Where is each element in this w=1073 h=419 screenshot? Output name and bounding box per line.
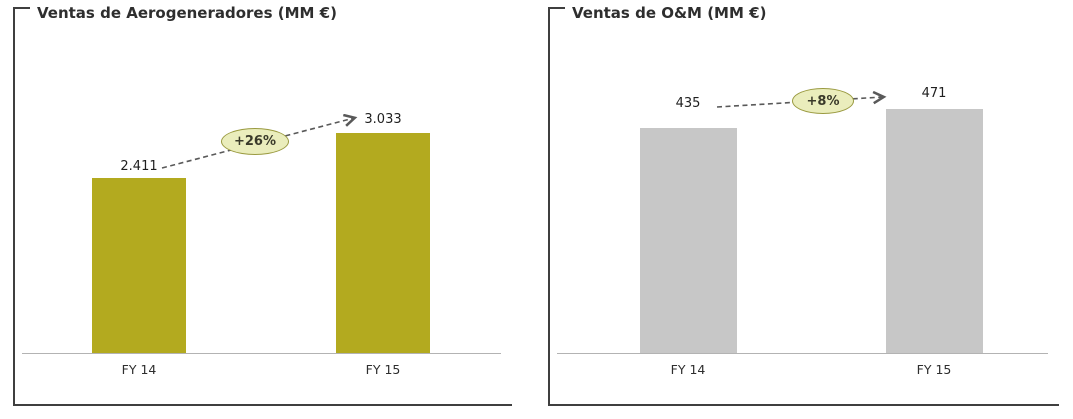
panel-top-tick — [548, 7, 565, 9]
chart-panel-aerogeneradores: Ventas de Aerogeneradores (MM €) 2.411 3… — [10, 4, 515, 406]
bar-value-label: 471 — [921, 86, 947, 101]
x-axis-label-fy15: FY 15 — [365, 362, 401, 377]
growth-arrow — [161, 102, 371, 169]
x-axis-label-fy14: FY 14 — [670, 362, 706, 377]
bar-value-label: 435 — [675, 96, 701, 111]
x-axis-line — [22, 353, 501, 354]
bar-value-label: 2.411 — [120, 159, 158, 174]
bar-fy14 — [640, 128, 737, 353]
bar-fy15 — [336, 133, 430, 353]
bar-fy15 — [886, 109, 983, 353]
panel-left-border — [548, 7, 550, 406]
growth-arrow — [716, 90, 895, 108]
bar-value-label: 3.033 — [364, 112, 402, 127]
panel-left-border — [13, 7, 15, 406]
growth-badge: +8% — [792, 88, 854, 114]
x-axis-label-fy15: FY 15 — [916, 362, 952, 377]
bar-fy14 — [92, 178, 186, 353]
chart-title: Ventas de Aerogeneradores (MM €) — [37, 4, 337, 22]
panel-bottom-border — [13, 404, 512, 406]
chart-title: Ventas de O&M (MM €) — [572, 4, 767, 22]
panel-top-tick — [13, 7, 30, 9]
x-axis-label-fy14: FY 14 — [121, 362, 157, 377]
chart-panel-oym: Ventas de O&M (MM €) 435 471 +8% FY 14 F… — [545, 4, 1062, 406]
panel-bottom-border — [548, 404, 1059, 406]
x-axis-line — [557, 353, 1048, 354]
growth-badge: +26% — [221, 128, 289, 155]
